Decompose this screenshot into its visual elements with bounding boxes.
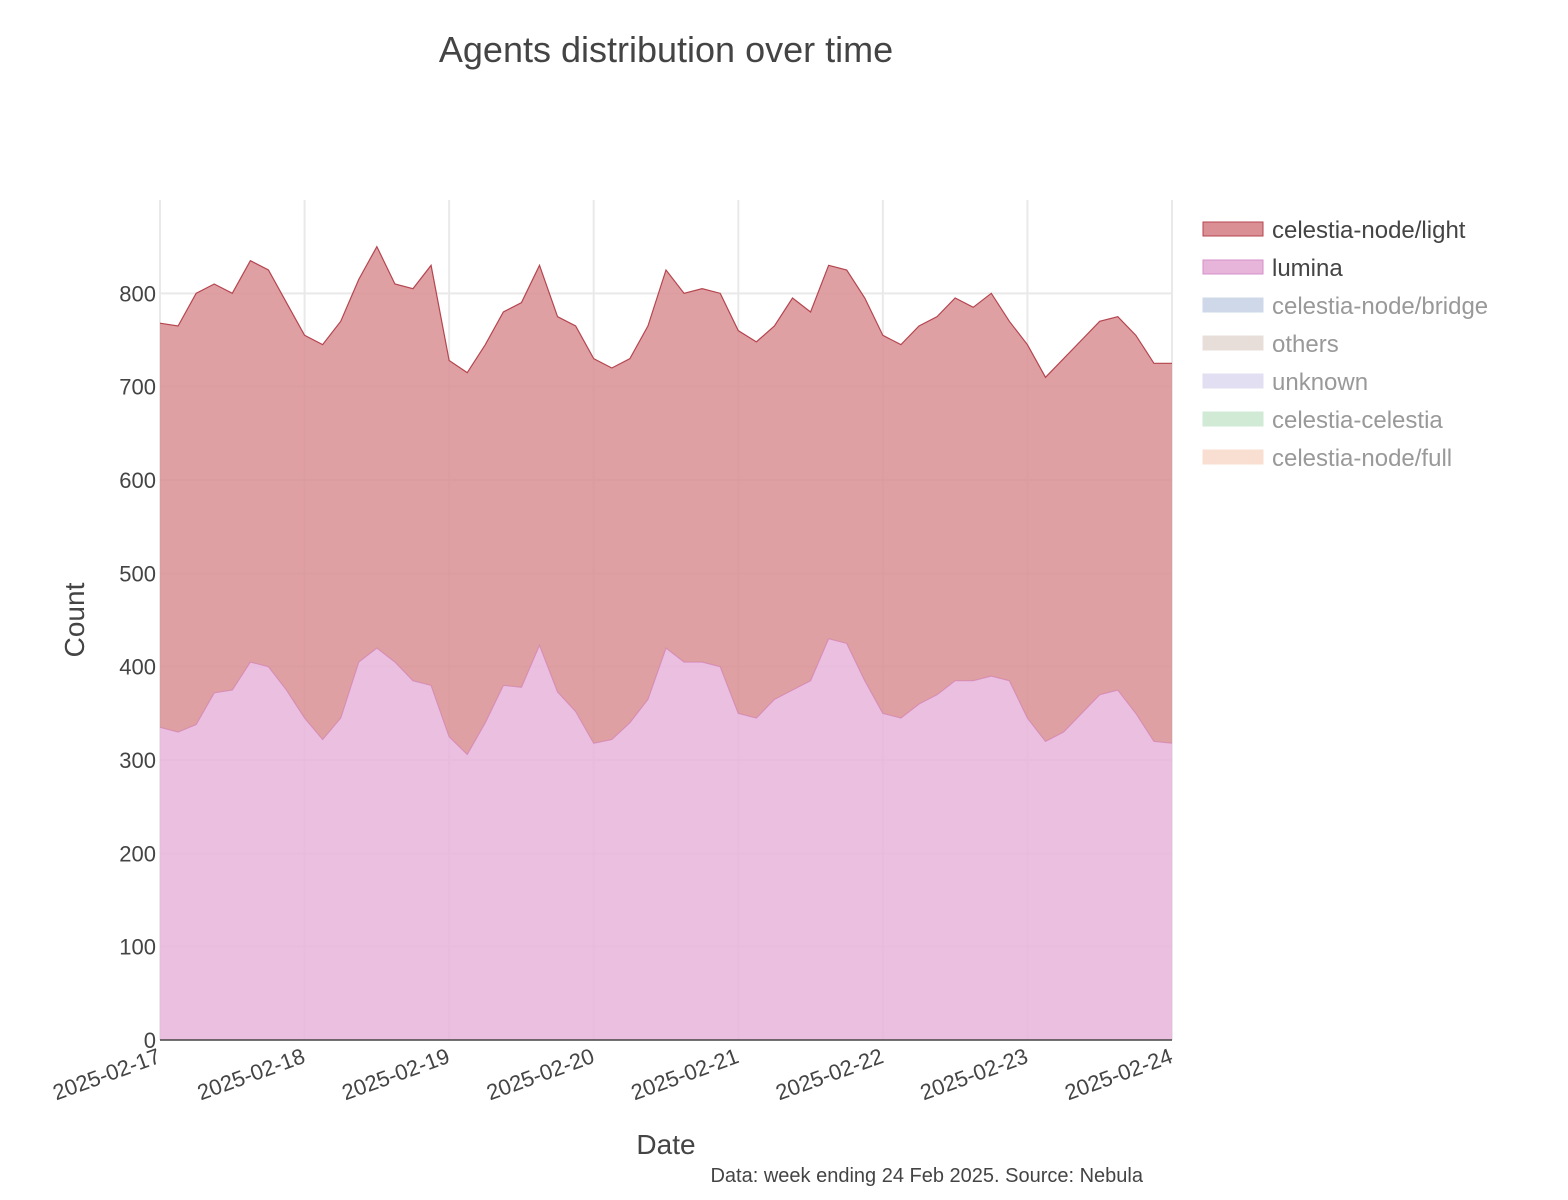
y-tick-label: 100	[119, 935, 156, 960]
y-tick-label: 0	[144, 1028, 156, 1053]
legend-label: others	[1272, 331, 1339, 358]
x-tick-label: 2025-02-18	[194, 1043, 308, 1105]
y-tick-label: 400	[119, 655, 156, 680]
x-axis-title: Date	[636, 1129, 695, 1160]
legend-label: celestia-node/bridge	[1272, 293, 1488, 320]
x-tick-label: 2025-02-20	[483, 1043, 597, 1105]
legend-swatch	[1202, 411, 1264, 427]
legend-item-lumina[interactable]: lumina	[1202, 255, 1343, 282]
chart-title: Agents distribution over time	[439, 29, 893, 70]
legend-swatch	[1202, 373, 1264, 389]
legend-label: unknown	[1272, 369, 1368, 396]
legend-swatch	[1202, 449, 1264, 465]
y-tick-label: 600	[119, 468, 156, 493]
y-tick-label: 500	[119, 561, 156, 586]
legend[interactable]: celestia-node/light lumina celestia-node/b…	[1202, 217, 1488, 472]
y-tick-label: 700	[119, 375, 156, 400]
x-tick-label: 2025-02-23	[917, 1043, 1031, 1105]
x-axis: 2025-02-17 2025-02-18 2025-02-19 2025-02-20…	[49, 1043, 1175, 1105]
area-lumina	[160, 638, 1172, 1040]
y-axis-title: Count	[59, 582, 90, 657]
legend-swatch	[1202, 259, 1264, 275]
legend-label: celestia-node/full	[1272, 445, 1452, 472]
y-axis: 0 100 200 300 400 500 600 700 800	[119, 281, 156, 1053]
legend-swatch	[1202, 297, 1264, 313]
legend-item-unknown[interactable]: unknown	[1202, 369, 1368, 396]
legend-item-celestia-node-bridge[interactable]: celestia-node/bridge	[1202, 293, 1488, 320]
source-annotation: Data: week ending 24 Feb 2025. Source: N…	[710, 1165, 1143, 1187]
x-tick-label: 2025-02-19	[339, 1043, 453, 1105]
area-celestia-node-light	[160, 246, 1172, 755]
x-tick-label: 2025-02-21	[628, 1043, 742, 1105]
legend-label: celestia-node/light	[1272, 217, 1466, 244]
x-tick-label: 2025-02-24	[1061, 1043, 1175, 1105]
x-tick-label: 2025-02-17	[49, 1043, 163, 1105]
plot-area	[159, 245, 1173, 1041]
legend-label: celestia-celestia	[1272, 407, 1443, 434]
y-tick-label: 300	[119, 748, 156, 773]
y-tick-label: 200	[119, 841, 156, 866]
legend-item-celestia-celestia[interactable]: celestia-celestia	[1202, 407, 1443, 434]
y-tick-label: 800	[119, 281, 156, 306]
legend-swatch	[1202, 221, 1264, 237]
legend-label: lumina	[1272, 255, 1343, 282]
legend-item-celestia-node-full[interactable]: celestia-node/full	[1202, 445, 1452, 472]
line-celestia-node-light	[159, 245, 1172, 379]
x-tick-label: 2025-02-22	[772, 1043, 886, 1105]
legend-swatch	[1202, 335, 1264, 351]
legend-item-others[interactable]: others	[1202, 331, 1339, 358]
legend-item-celestia-node-light[interactable]: celestia-node/light	[1202, 217, 1466, 244]
